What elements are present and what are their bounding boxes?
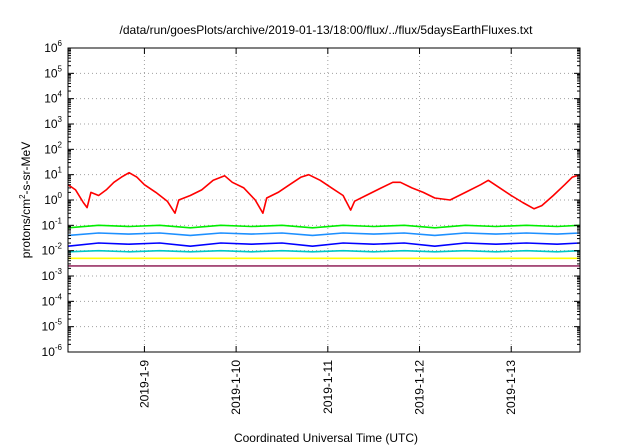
- y-tick-label-base: 10: [44, 168, 58, 182]
- y-tick-label: 105: [44, 64, 62, 80]
- y-tick-label-exponent: -1: [55, 216, 63, 225]
- y-tick-label-exponent: 2: [58, 140, 63, 149]
- y-tick-label: 10-2: [42, 242, 63, 258]
- y-tick-label-exponent: -3: [55, 267, 63, 276]
- y-tick-label-base: 10: [42, 269, 56, 283]
- y-tick-label-base: 10: [44, 193, 58, 207]
- y-tick-label-exponent: -5: [55, 318, 63, 327]
- y-tick-label: 10-1: [42, 216, 63, 232]
- y-tick-label: 10-4: [42, 292, 63, 308]
- plot-frame: [67, 47, 581, 353]
- x-tick-label: 2019-1-11: [321, 360, 335, 414]
- y-tick-label-exponent: 6: [58, 39, 63, 48]
- y-tick-label-base: 10: [42, 320, 56, 334]
- chart-title: /data/run/goesPlots/archive/2019-01-13/1…: [120, 23, 534, 37]
- y-axis-label-base: protons/cm: [19, 199, 33, 258]
- y-tick-label: 102: [44, 140, 62, 156]
- x-tick-label: 2019-1-9: [137, 360, 151, 408]
- y-tick-label-base: 10: [42, 218, 56, 232]
- y-tick-label-base: 10: [44, 142, 58, 156]
- y-tick-label-exponent: -4: [55, 292, 63, 301]
- y-axis-label-superscript: 2: [18, 194, 27, 199]
- y-tick-label: 103: [44, 115, 62, 131]
- x-tick-labels: 2019-1-9 2019-1-10 2019-1-11 2019-1-12 2019-…: [137, 360, 518, 415]
- data-series: [67, 171, 581, 267]
- y-tick-label-base: 10: [42, 345, 56, 359]
- y-tick-labels: 10-610-510-410-310-210-11001011021031041…: [42, 39, 63, 359]
- y-tick-label-exponent: 5: [58, 64, 63, 73]
- y-tick-label: 10-6: [42, 343, 63, 359]
- y-tick-label-exponent: -6: [55, 343, 63, 352]
- y-tick-label-base: 10: [42, 244, 56, 258]
- y-axis-label-rest: -s-sr-MeV: [19, 142, 33, 195]
- y-tick-label-exponent: 4: [58, 90, 63, 99]
- x-tick-label: 2019-1-13: [504, 360, 518, 415]
- x-tick-label: 2019-1-10: [229, 360, 243, 415]
- y-tick-label-base: 10: [44, 92, 58, 106]
- x-axis-label: Coordinated Universal Time (UTC): [234, 431, 418, 445]
- series-line-1: [67, 171, 581, 214]
- y-tick-label-exponent: 3: [58, 115, 63, 124]
- y-tick-label: 106: [44, 39, 62, 55]
- series-line-2: [67, 224, 581, 229]
- y-tick-label-exponent: 1: [58, 166, 63, 175]
- y-tick-label: 104: [44, 90, 62, 106]
- series-line-3: [67, 232, 581, 237]
- y-tick-label-base: 10: [44, 41, 58, 55]
- y-tick-label-base: 10: [44, 117, 58, 131]
- y-tick-label-base: 10: [42, 294, 56, 308]
- y-tick-label: 101: [44, 166, 62, 182]
- x-tick-label: 2019-1-12: [413, 360, 427, 415]
- y-tick-label: 10-3: [42, 267, 63, 283]
- y-tick-label-exponent: 0: [58, 191, 63, 200]
- y-tick-label-base: 10: [44, 66, 58, 80]
- y-tick-label-exponent: -2: [55, 242, 63, 251]
- grid-lines: [68, 48, 580, 352]
- y-tick-label: 10-5: [42, 318, 63, 334]
- y-axis-label: protons/cm2-s-sr-MeV: [18, 142, 33, 258]
- series-line-5: [67, 249, 581, 253]
- series-line-4: [67, 242, 581, 247]
- y-tick-label: 100: [44, 191, 62, 207]
